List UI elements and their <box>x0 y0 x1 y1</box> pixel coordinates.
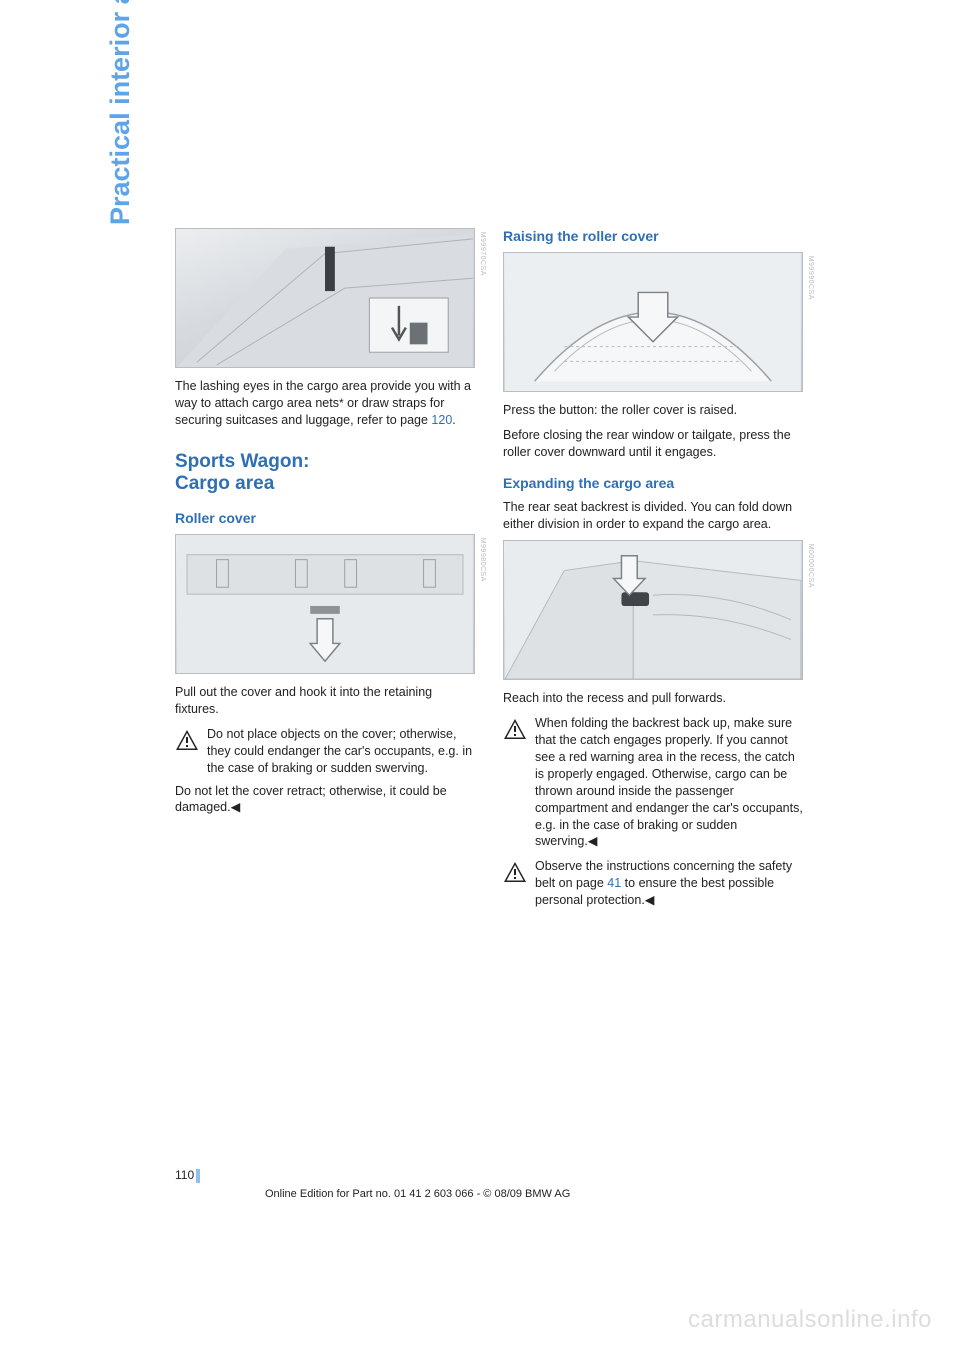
column-left: M99970CSA The lashing eyes in the cargo … <box>175 228 475 909</box>
paragraph-backrest-divided: The rear seat backrest is divided. You c… <box>503 499 803 533</box>
page-number-bar <box>196 1169 200 1183</box>
column-right: Raising the roller cover M99990CSA Press… <box>503 228 803 909</box>
page-link-120[interactable]: 120 <box>431 413 452 427</box>
warning-icon <box>503 860 527 884</box>
warning-block-3: Observe the instructions concerning the … <box>503 858 803 909</box>
paragraph-pull-cover: Pull out the cover and hook it into the … <box>175 684 475 718</box>
subheading-roller-cover: Roller cover <box>175 510 475 526</box>
text: Do not let the cover retract; otherwise,… <box>175 784 447 815</box>
warning-block-2: When folding the backrest back up, make … <box>503 715 803 850</box>
paragraph-press-button: Press the button: the roller cover is ra… <box>503 402 803 419</box>
warning-text-1: Do not place objects on the cover; other… <box>207 726 475 777</box>
warning-text-3: Observe the instructions concerning the … <box>535 858 803 909</box>
end-mark: ◀ <box>645 893 655 907</box>
paragraph-before-closing: Before closing the rear window or tailga… <box>503 427 803 461</box>
figure-code: M99990CSA <box>807 256 814 300</box>
watermark: carmanualsonline.info <box>688 1306 932 1334</box>
end-mark: ◀ <box>588 834 598 848</box>
figure-roller-cover: M99980CSA <box>175 534 475 674</box>
paragraph-reach-recess: Reach into the recess and pull forwards. <box>503 690 803 707</box>
figure-raising-cover: M99990CSA <box>503 252 803 392</box>
footer-line: Online Edition for Part no. 01 41 2 603 … <box>265 1188 570 1200</box>
page-number-text: 110 <box>175 1168 194 1182</box>
page: Practical interior accessories M99970CSA <box>0 0 960 1358</box>
content-area: M99970CSA The lashing eyes in the cargo … <box>175 228 805 909</box>
warning-text-2: When folding the backrest back up, make … <box>535 715 803 850</box>
figure-code: M99980CSA <box>479 538 486 582</box>
warning-icon <box>503 717 527 741</box>
end-mark: ◀ <box>231 800 241 814</box>
side-tab-title: Practical interior accessories <box>105 0 136 225</box>
heading-line1: Sports Wagon: <box>175 451 309 472</box>
warning-icon <box>175 728 199 752</box>
figure-raising-cover-svg <box>504 253 802 391</box>
subheading-expanding: Expanding the cargo area <box>503 475 803 491</box>
paragraph-lashing: The lashing eyes in the cargo area provi… <box>175 378 475 429</box>
paragraph-retract: Do not let the cover retract; otherwise,… <box>175 783 475 817</box>
figure-code: M00000CSA <box>807 544 814 588</box>
columns: M99970CSA The lashing eyes in the cargo … <box>175 228 805 909</box>
heading-line2: Cargo area <box>175 473 274 494</box>
figure-code: M99970CSA <box>479 232 486 276</box>
figure-lashing-eyes-svg <box>176 229 474 367</box>
warning-block-1: Do not place objects on the cover; other… <box>175 726 475 777</box>
figure-roller-cover-svg <box>176 535 474 673</box>
page-link-41[interactable]: 41 <box>607 876 621 890</box>
text: . <box>452 413 455 427</box>
figure-expanding-cargo-svg <box>504 541 802 679</box>
figure-lashing-eyes: M99970CSA <box>175 228 475 368</box>
heading-sports-wagon: Sports Wagon: Cargo area <box>175 451 475 497</box>
figure-expanding-cargo: M00000CSA <box>503 540 803 680</box>
subheading-raising: Raising the roller cover <box>503 228 803 244</box>
side-tab-text: Practical interior accessories <box>105 0 135 225</box>
text: When folding the backrest back up, make … <box>535 716 803 848</box>
page-number: 110 <box>175 1168 200 1183</box>
